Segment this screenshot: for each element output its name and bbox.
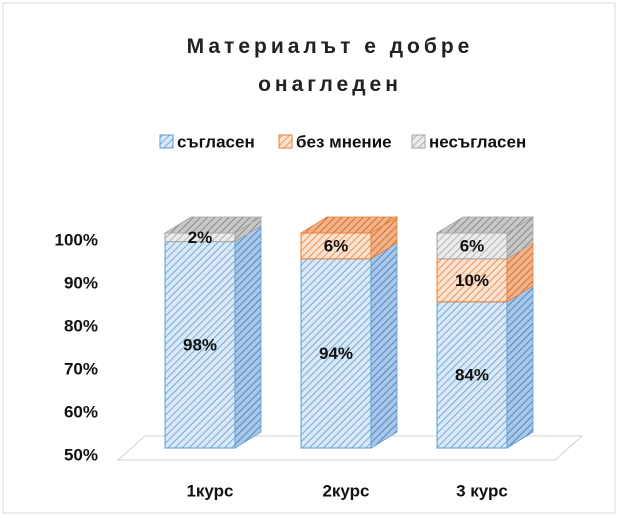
legend-label: без мнение — [296, 132, 392, 151]
data-label: 94% — [319, 344, 353, 363]
y-tick-label: 100% — [55, 230, 98, 249]
legend-swatch — [411, 134, 426, 149]
bar-top — [435, 216, 535, 234]
chart-title: Материалът е добре онагледен — [186, 35, 474, 96]
x-tick-label: 2курс — [322, 481, 369, 500]
legend-label: съгласен — [177, 132, 255, 151]
data-label: 2% — [188, 228, 213, 247]
bar-top — [163, 216, 263, 234]
x-tick-label: 3 курс — [456, 481, 508, 500]
bar-segment — [300, 258, 372, 449]
bar-side — [234, 224, 262, 449]
x-tick-label: 1курс — [186, 481, 233, 500]
legend-swatch — [278, 134, 293, 149]
bar-side — [506, 285, 534, 449]
legend-swatch — [159, 134, 174, 149]
bar-segment — [164, 241, 236, 449]
chart-border — [2, 2, 616, 514]
bar-segment — [436, 232, 508, 260]
data-label: 84% — [455, 365, 489, 384]
legend-label: несъгласен — [429, 132, 526, 151]
data-label: 6% — [324, 236, 349, 255]
y-tick-label: 50% — [64, 445, 98, 464]
data-label: 98% — [183, 335, 217, 354]
data-label: 6% — [460, 236, 485, 255]
y-tick-label: 70% — [64, 359, 98, 378]
bar-top — [299, 216, 399, 234]
bar-segment — [436, 301, 508, 449]
y-tick-label: 60% — [64, 402, 98, 421]
y-tick-label: 80% — [64, 316, 98, 335]
data-label: 10% — [455, 271, 489, 290]
bar-segment — [436, 258, 508, 303]
bar-side — [370, 242, 398, 449]
y-tick-label: 90% — [64, 273, 98, 292]
